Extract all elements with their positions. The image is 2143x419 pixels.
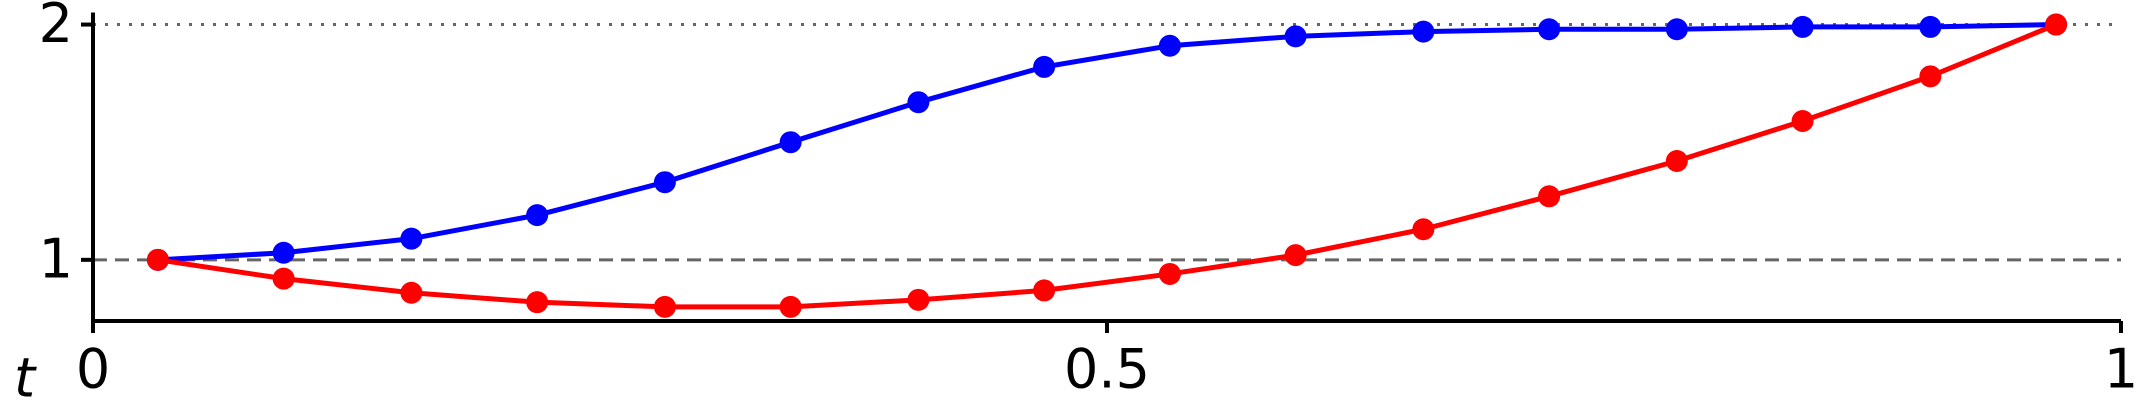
series-line — [157, 22, 2057, 263]
data-point — [1284, 25, 1307, 48]
x-axis-label: t — [14, 347, 37, 410]
data-point — [907, 91, 930, 114]
data-point — [1412, 20, 1435, 43]
data-point — [1033, 279, 1056, 302]
y-tick-label: 1 — [39, 227, 73, 290]
x-tick-label: 1 — [2104, 338, 2138, 401]
data-point — [1665, 150, 1688, 173]
x-tick-label: 0 — [76, 338, 110, 401]
data-point — [653, 171, 676, 194]
data-point — [1919, 65, 1942, 88]
data-point — [146, 248, 169, 271]
data-point — [1791, 15, 1814, 38]
data-point — [1158, 34, 1181, 57]
y-tick-label: 2 — [39, 0, 73, 55]
data-point — [779, 131, 802, 154]
data-point — [1665, 18, 1688, 41]
series-line — [157, 22, 2058, 310]
data-point — [907, 288, 930, 311]
data-point — [2045, 13, 2068, 36]
data-point — [1284, 244, 1307, 267]
data-point — [272, 241, 295, 264]
data-point — [1033, 55, 1056, 78]
data-point — [1919, 15, 1942, 38]
data-point — [400, 227, 423, 250]
data-point — [526, 204, 549, 227]
data-point — [400, 281, 423, 304]
data-point — [1791, 110, 1814, 133]
data-point — [1538, 185, 1561, 208]
data-point — [1412, 218, 1435, 241]
data-point — [1158, 262, 1181, 285]
data-point — [1538, 18, 1561, 41]
data-point — [653, 295, 676, 318]
data-point — [779, 295, 802, 318]
x-tick-label: 0.5 — [1064, 338, 1150, 401]
data-point — [526, 291, 549, 314]
data-point — [272, 267, 295, 290]
